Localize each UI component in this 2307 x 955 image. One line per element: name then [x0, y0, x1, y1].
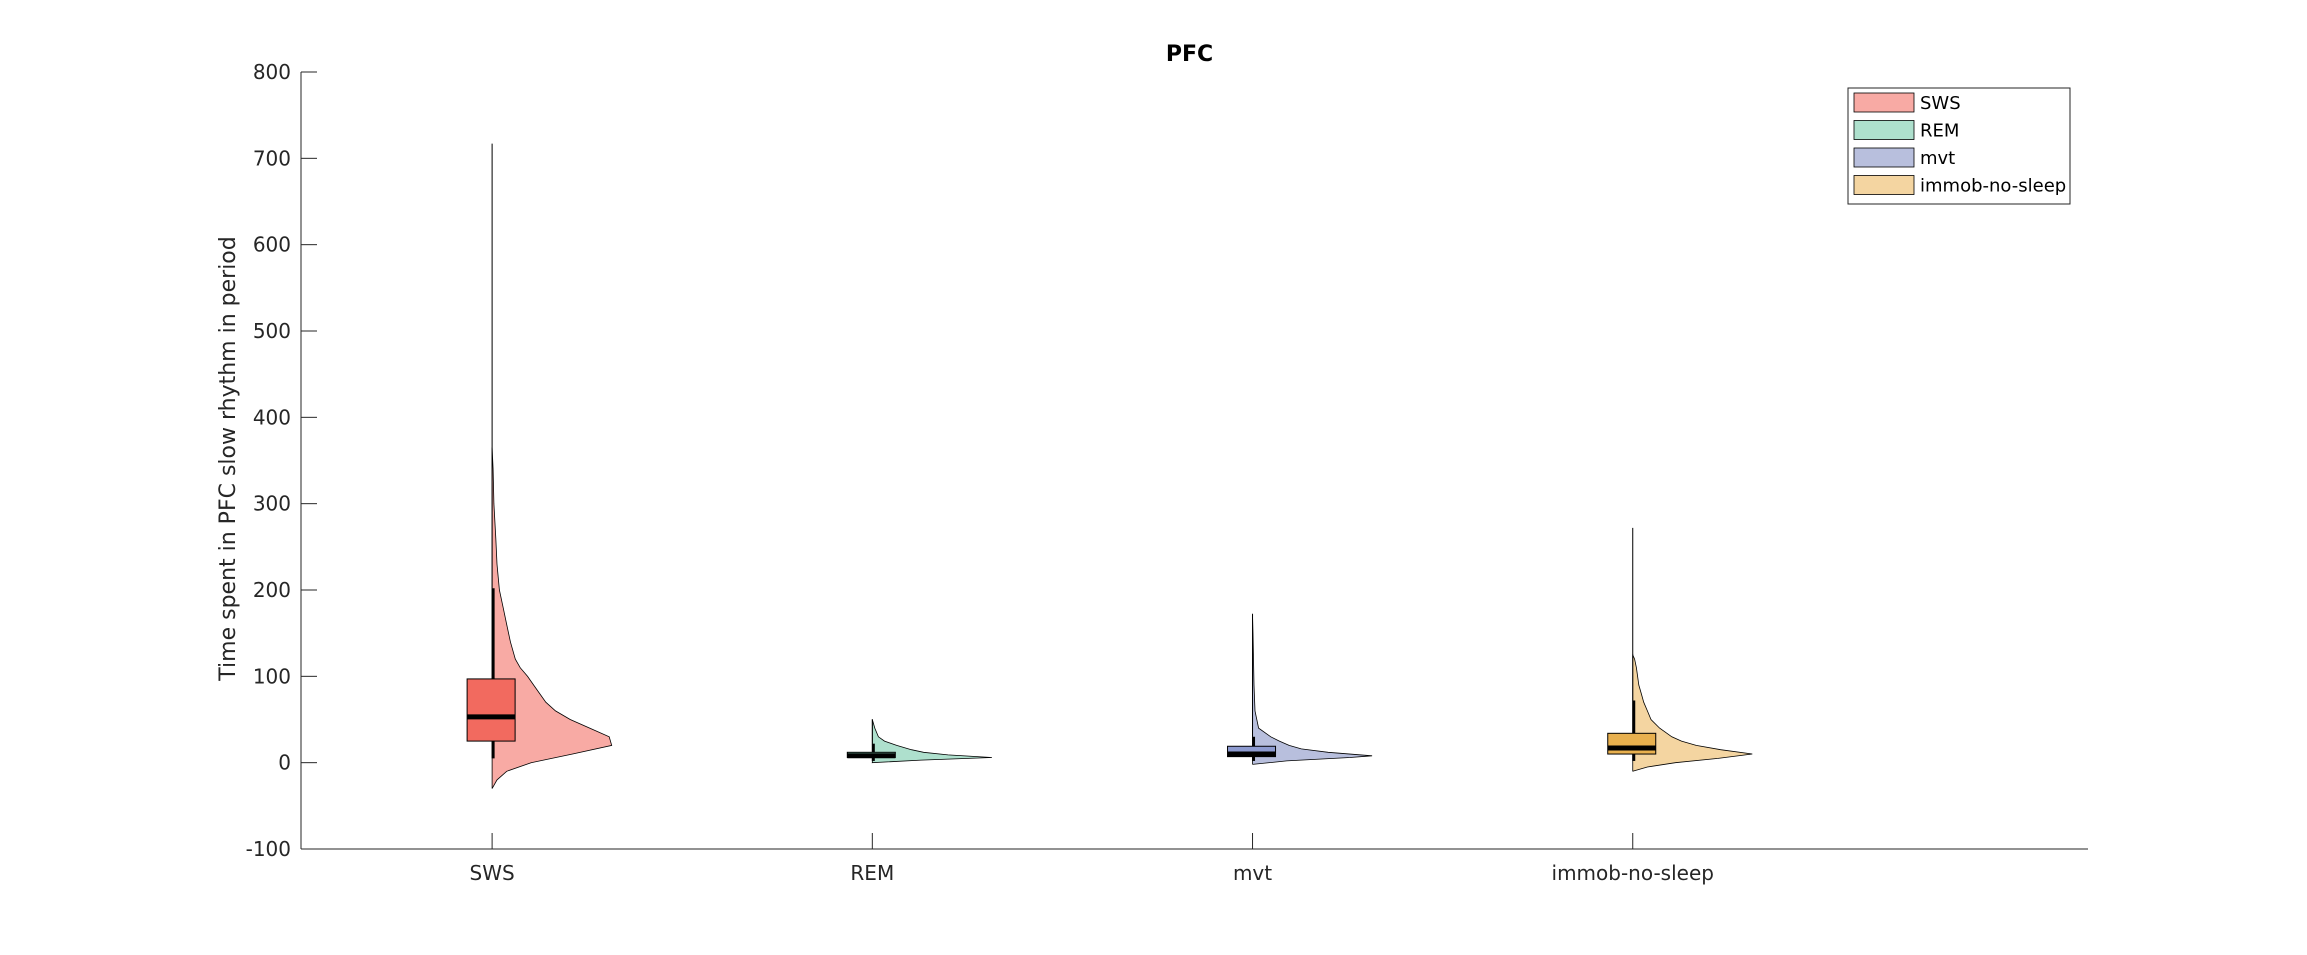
violins-layer [491, 447, 1753, 789]
y-tick-label: 100 [253, 664, 291, 688]
x-tick-label: immob-no-sleep [1552, 861, 1714, 885]
y-tick-label: -100 [246, 837, 291, 861]
violin-mvt [1252, 613, 1373, 765]
y-tick-label: 600 [253, 233, 291, 257]
legend-swatch-SWS [1853, 92, 1915, 113]
x-tick-label: REM [850, 861, 894, 885]
legend-swatch-REM [1853, 120, 1915, 140]
legend: SWS REM mvt immob-no-sleep [1847, 87, 2071, 205]
y-tick-label: 0 [278, 751, 291, 775]
violin-SWS [491, 447, 613, 789]
y-tick-label: 500 [253, 319, 291, 343]
x-ticks: SWS REM mvt immob-no-sleep [470, 833, 1714, 885]
box-immob-no-sleep [1607, 732, 1657, 755]
y-tick-label: 700 [253, 146, 291, 170]
axes: -100 0 100 200 300 400 500 600 700 800 SWS REM mvt i… [246, 60, 2088, 885]
x-tick-label: SWS [470, 861, 515, 885]
legend-swatch-mvt [1853, 147, 1915, 168]
violin-immob-no-sleep [1632, 653, 1753, 772]
legend-swatch-immob-no-sleep [1853, 175, 1915, 195]
box-SWS [466, 678, 516, 742]
y-tick-label: 400 [253, 405, 291, 429]
x-tick-label: mvt [1233, 861, 1272, 885]
y-axis-title: Time spent in PFC slow rhythm in period [216, 236, 241, 681]
y-tick-label: 200 [253, 578, 291, 602]
box-mvt [1227, 745, 1277, 758]
boxes-layer [466, 143, 1657, 761]
legend-label-immob-no-sleep: immob-no-sleep [1920, 176, 2066, 197]
legend-label-REM: REM [1920, 121, 1959, 142]
legend-label-mvt: mvt [1920, 148, 1955, 169]
y-ticks: -100 0 100 200 300 400 500 600 700 800 [246, 60, 317, 861]
chart-title: PFC [1166, 42, 1213, 67]
y-tick-label: 800 [253, 60, 291, 84]
legend-label-SWS: SWS [1920, 93, 1961, 114]
y-tick-label: 300 [253, 492, 291, 516]
